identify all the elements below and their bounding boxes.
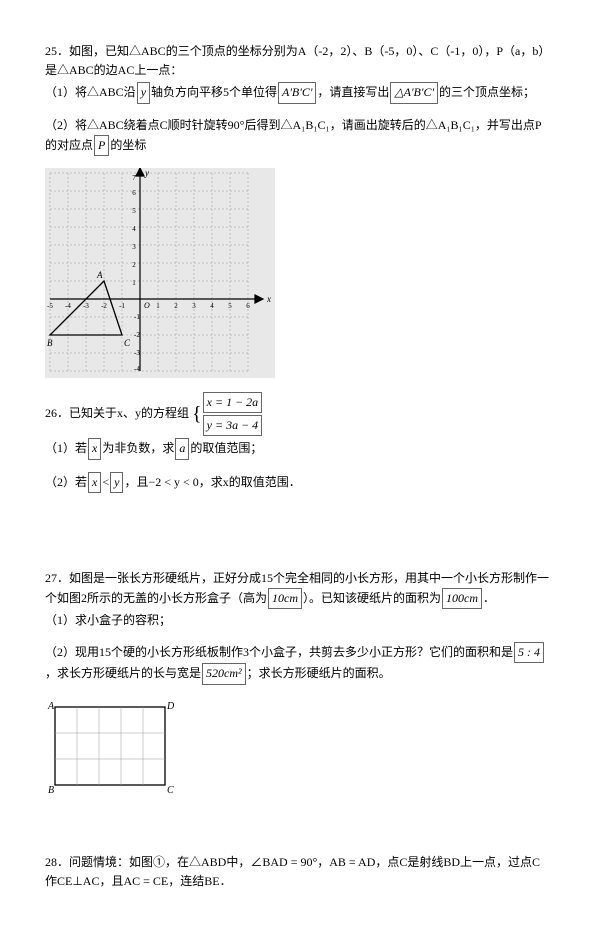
problem-28-text: 28．问题情境：如图①，在△ABD中，∠BAD = 90°，AB = AD，点C…: [45, 853, 550, 891]
svg-text:2: 2: [132, 261, 136, 269]
corner-c: C: [167, 785, 174, 796]
spacer-2: [45, 811, 550, 851]
svg-text:-3: -3: [83, 302, 89, 310]
svg-text:5: 5: [132, 207, 136, 215]
svg-text:1: 1: [156, 302, 160, 310]
problem-26: 26．已知关于x、y的方程组 { x = 1 − 2a y = 3a − 4 （…: [45, 392, 550, 493]
grid-bg: [45, 168, 275, 378]
svg-text:-5: -5: [47, 302, 53, 310]
svg-text:-2: -2: [101, 302, 107, 310]
problem-28-number: 28．: [45, 855, 69, 869]
problem-27-number: 27．: [45, 571, 69, 585]
problem-25-text: 25．如图，已知△ABC的三个顶点的坐标分别为A（-2，2）、B（-5，0）、C…: [45, 42, 550, 80]
problem-25-diagram: -5 -4 -3 -2 -1 1 2 3 4 5 6 1 2 3 4 5 6: [45, 168, 550, 378]
problem-25-sub2: （2）将△ABC绕着点C顺时针旋转90°后得到△A₁B₁C₁，请画出旋转后的△A…: [45, 116, 550, 156]
p27-s2-end: ；求长方形硬纸片的面积。: [247, 666, 391, 680]
svg-text:3: 3: [192, 302, 196, 310]
point-c-label: C: [124, 338, 131, 348]
problem-27-sub2: （2）现用15个硬的小长方形纸板制作3个小盒子，共剪去多少小正方形？它们的面积和…: [45, 642, 550, 684]
rectangle-abcd-svg: A D B C: [45, 697, 175, 797]
brace-icon: {: [192, 403, 202, 425]
svg-text:-2: -2: [134, 331, 140, 339]
p27-t1c: ．: [483, 591, 495, 605]
svg-text:-1: -1: [134, 313, 140, 321]
problem-25-number: 25．: [45, 44, 69, 58]
svg-text:7: 7: [132, 174, 136, 182]
box-p: P: [94, 135, 109, 156]
p25-lead: 如图，已知△ABC的三个顶点的坐标分别为A（-2，2）、B（-5，0）、C（-1…: [45, 44, 544, 77]
svg-text:-4: -4: [65, 302, 71, 310]
p27-t1b: ）。已知该硬纸片的面积为: [303, 591, 441, 605]
eq1: x = 1 − 2a: [203, 392, 263, 413]
p25-s1-trail: ，请直接写出: [317, 85, 389, 99]
equation-system: x = 1 − 2a y = 3a − 4: [202, 392, 264, 436]
point-a-label: A: [96, 270, 103, 280]
svg-text:6: 6: [132, 189, 136, 197]
corner-a: A: [47, 701, 55, 712]
outer-rect: [55, 707, 165, 785]
box-ratio: 5 : 4: [514, 642, 544, 663]
p27-s2-mid: ，求长方形硬纸片的长与宽是: [45, 666, 201, 680]
problem-26-number: 26．: [45, 406, 69, 420]
rect-labels: A D B C: [47, 701, 175, 796]
svg-text:-1: -1: [119, 302, 125, 310]
box-area: 100cm: [442, 588, 482, 609]
box-a: a: [175, 438, 189, 459]
problem-26-sub2: （2）若x<y，且−2 < y < 0，求x的取值范围．: [45, 472, 550, 493]
svg-text:1: 1: [132, 279, 136, 287]
svg-text:5: 5: [228, 302, 232, 310]
p26-s1-lead: （1）若: [45, 441, 87, 455]
problem-27-sub1: （1）求小盒子的容积；: [45, 611, 550, 630]
p26-lead: 已知关于x、y的方程组: [69, 406, 189, 420]
p26-s2-lead: （2）若: [45, 475, 87, 489]
problem-25: 25．如图，已知△ABC的三个顶点的坐标分别为A（-2，2）、B（-5，0）、C…: [45, 42, 550, 378]
eq2: y = 3a − 4: [203, 415, 263, 436]
box-height: 10cm: [268, 588, 302, 609]
box-s: 520cm²: [202, 663, 246, 684]
problem-27: 27．如图是一张长方形硬纸片，正好分成15个完全相同的小长方形，用其中一个小长方…: [45, 569, 550, 797]
box-abct: △A'B'C': [390, 82, 438, 103]
point-b-label: B: [47, 338, 53, 348]
inner-grid: [55, 707, 165, 785]
p26-s1-end: 的取值范围；: [190, 441, 262, 455]
x-axis-label: x: [266, 294, 271, 304]
svg-text:-3: -3: [134, 349, 140, 357]
corner-b: B: [48, 785, 54, 796]
box-x1: x: [88, 438, 101, 459]
p25-s1-lead: （1）将△ABC沿: [45, 85, 136, 99]
box-x2: x: [88, 472, 101, 493]
p26-s1-mid: 为非负数，求: [102, 441, 174, 455]
box-abcp: A'B'C': [278, 82, 316, 103]
corner-d: D: [166, 701, 175, 712]
y-axis-label: y: [144, 168, 149, 178]
svg-text:4: 4: [210, 302, 214, 310]
problem-25-sub1: （1）将△ABC沿y轴负方向平移5个单位得A'B'C'，请直接写出△A'B'C'…: [45, 82, 550, 103]
problem-26-sub1: （1）若x为非负数，求a的取值范围；: [45, 438, 550, 459]
p25-s2-end: 的坐标: [110, 138, 146, 152]
svg-text:-4: -4: [134, 365, 140, 373]
problem-26-lead: 26．已知关于x、y的方程组 { x = 1 − 2a y = 3a − 4: [45, 392, 550, 436]
p26-s2-end: ，且−2 < y < 0，求x的取值范围．: [124, 475, 300, 489]
coordinate-grid-svg: -5 -4 -3 -2 -1 1 2 3 4 5 6 1 2 3 4 5 6: [45, 168, 275, 378]
problem-27-diagram: A D B C: [45, 697, 550, 797]
box-y2: y: [110, 472, 123, 493]
p25-s1-end: 的三个顶点坐标；: [439, 85, 535, 99]
svg-text:4: 4: [132, 225, 136, 233]
svg-text:6: 6: [246, 302, 250, 310]
origin-label: O: [144, 301, 150, 310]
p25-s1-mid: 轴负方向平移5个单位得: [151, 85, 277, 99]
svg-text:2: 2: [174, 302, 178, 310]
p28-text: 问题情境：如图①，在△ABD中，∠BAD = 90°，AB = AD，点C是射线…: [45, 855, 540, 888]
problem-28: 28．问题情境：如图①，在△ABD中，∠BAD = 90°，AB = AD，点C…: [45, 853, 550, 891]
problem-27-text: 27．如图是一张长方形硬纸片，正好分成15个完全相同的小长方形，用其中一个小长方…: [45, 569, 550, 609]
spacer-1: [45, 507, 550, 567]
svg-text:3: 3: [132, 243, 136, 251]
box-y: y: [137, 82, 150, 103]
p27-s2-lead: （2）现用15个硬的小长方形纸板制作3个小盒子，共剪去多少小正方形？它们的面积和…: [45, 645, 513, 659]
